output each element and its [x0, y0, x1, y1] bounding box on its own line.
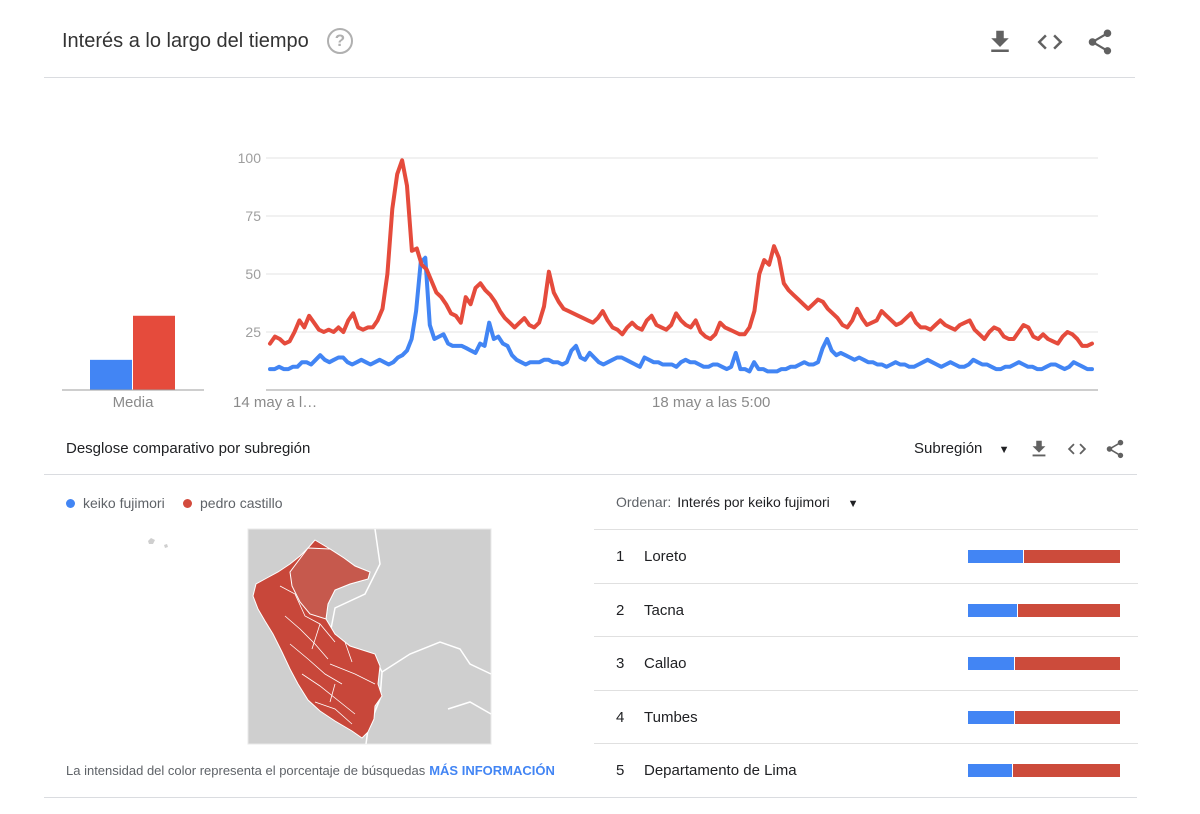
list-item[interactable]: 2 Tacna: [594, 582, 1138, 637]
line-chart: 25 50 75 100: [238, 150, 1098, 391]
legend-item-keiko: keiko fujimori: [66, 495, 165, 511]
row-region-name: Tumbes: [644, 708, 698, 726]
series-line-keiko: [268, 255, 1094, 374]
share-bar-pedro: [1012, 764, 1120, 778]
mean-bar-chart: [62, 315, 204, 391]
list-item[interactable]: 1 Loreto: [594, 529, 1138, 583]
subregion-select[interactable]: Subregión ▼: [914, 440, 1009, 457]
help-icon[interactable]: ?: [327, 28, 353, 54]
share-bar-pedro: [1013, 657, 1120, 671]
footnote: La intensidad del color representa el po…: [66, 763, 555, 778]
list-item[interactable]: 3 Callao: [594, 636, 1138, 690]
more-info-link[interactable]: MÁS INFORMACIÓN: [429, 763, 555, 778]
share-bar-keiko: [968, 657, 1014, 671]
map-border: [447, 701, 492, 715]
mean-axis-label: Media: [112, 394, 154, 411]
y-tick-label: 100: [238, 150, 262, 166]
interest-over-time-chart: 25 50 75 100: [62, 150, 1098, 391]
share-bar-pedro: [1022, 550, 1120, 563]
series-line-pedro: [268, 158, 1094, 348]
y-tick-label: 25: [245, 324, 261, 340]
share-icon[interactable]: [1104, 438, 1126, 460]
download-icon[interactable]: [1028, 438, 1050, 460]
legend-item-pedro: pedro castillo: [183, 495, 283, 511]
row-rank: 1: [616, 548, 625, 565]
row-rank: 2: [616, 601, 625, 619]
share-bar: [968, 657, 1120, 671]
share-bar-pedro: [1013, 710, 1120, 724]
map-islands: [164, 544, 168, 548]
y-tick-label: 75: [245, 208, 261, 224]
share-icon[interactable]: [1085, 27, 1115, 57]
map-islands: [148, 538, 155, 544]
map-border: [381, 641, 492, 675]
row-rank: 3: [616, 655, 625, 673]
breakdown-divider: [44, 474, 1137, 475]
download-icon[interactable]: [985, 27, 1015, 57]
share-bar: [968, 764, 1120, 778]
row-rank: 4: [616, 708, 625, 726]
y-tick-label: 50: [245, 266, 261, 282]
x-tick-label-mid: 18 may a las 5:00: [652, 394, 771, 411]
share-bar-keiko: [968, 764, 1013, 778]
mean-bar-pedro: [133, 315, 175, 390]
subregion-select-label: Subregión: [914, 440, 983, 457]
list-item[interactable]: 4 Tumbes: [594, 689, 1138, 744]
row-region-name: Loreto: [644, 548, 687, 565]
embed-icon[interactable]: [1066, 438, 1088, 460]
mean-bar-keiko: [90, 359, 132, 390]
chevron-down-icon: ▼: [998, 444, 1010, 456]
share-bar-keiko: [968, 550, 1023, 563]
x-tick-label-start: 14 may a l…: [233, 394, 318, 411]
legend-label: pedro castillo: [200, 495, 283, 511]
share-bar: [968, 550, 1120, 563]
share-bar: [968, 710, 1120, 724]
row-region-name: Tacna: [644, 601, 685, 619]
share-bar-keiko: [968, 710, 1014, 724]
map-region-loreto: [289, 547, 371, 620]
footnote-text: La intensidad del color representa el po…: [66, 763, 426, 778]
legend-dot-icon: [183, 498, 192, 508]
row-region-name: Callao: [644, 655, 687, 673]
share-bar-pedro: [1016, 603, 1120, 617]
breakdown-title: Desglose comparativo por subregión: [66, 440, 311, 457]
embed-icon[interactable]: [1035, 27, 1065, 57]
row-rank: 5: [616, 762, 625, 780]
row-region-name: Departamento de Lima: [644, 762, 797, 780]
sort-control[interactable]: Ordenar: Interés por keiko fujimori ▼: [616, 494, 859, 510]
legend-label: keiko fujimori: [83, 495, 165, 511]
peru-region-map: [148, 528, 492, 745]
share-bar-keiko: [968, 603, 1017, 617]
bottom-divider: [44, 797, 1137, 798]
list-item[interactable]: 5 Departamento de Lima: [594, 743, 1138, 797]
legend-dot-icon: [66, 498, 75, 508]
header-divider: [44, 77, 1135, 78]
sort-label: Ordenar:: [616, 494, 672, 510]
chevron-down-icon: ▼: [847, 498, 859, 510]
sort-value: Interés por keiko fujimori: [677, 494, 830, 510]
map-region-borders: [279, 585, 376, 725]
share-bar: [968, 603, 1120, 617]
page-title: Interés a lo largo del tiempo: [62, 30, 309, 52]
